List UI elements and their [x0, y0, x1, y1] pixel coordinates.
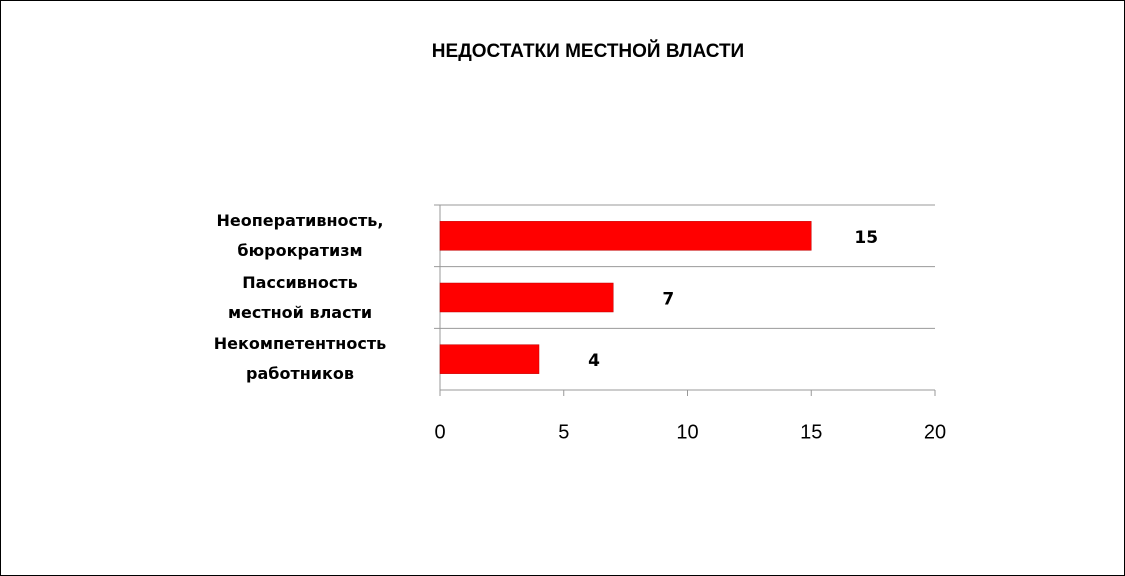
data-label: 7 [662, 290, 674, 310]
x-tick-label: 10 [676, 421, 698, 443]
bar [439, 344, 540, 374]
x-tick-label: 15 [800, 421, 822, 443]
x-tick-label: 0 [434, 421, 445, 443]
x-tick-label: 20 [924, 421, 946, 443]
data-label: 15 [854, 228, 878, 248]
bar [439, 221, 812, 251]
y-tick-label: Пассивность местной власти [227, 272, 373, 322]
y-tick-label: Некомпетентность работников [213, 334, 387, 384]
y-tick-label: Неоперативность, бюрократизм [216, 210, 384, 260]
chart-title: НЕДОСТАТКИ МЕСТНОЙ ВЛАСТИ [432, 40, 744, 62]
bar [439, 282, 614, 313]
x-tick-label: 5 [558, 421, 569, 443]
data-label: 4 [588, 351, 600, 371]
